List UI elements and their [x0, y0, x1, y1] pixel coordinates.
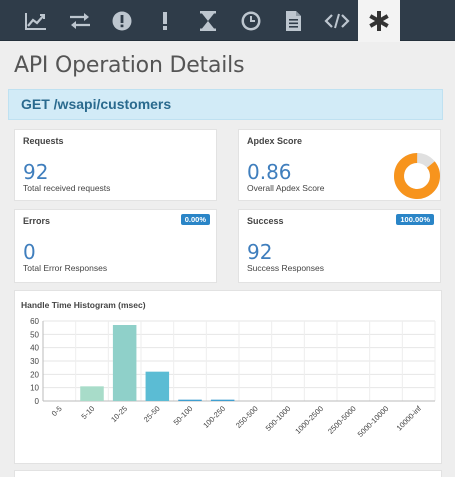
clock-icon [241, 11, 261, 30]
x-tick-label: 25-50 [142, 404, 162, 424]
y-tick-label: 30 [30, 357, 39, 366]
toolbar-document-button[interactable] [272, 0, 314, 41]
toolbar-errors-button[interactable] [101, 0, 143, 41]
toolbar-code-button[interactable] [316, 0, 358, 41]
success-card: Success 100.00% 92 Success Responses [238, 209, 441, 283]
y-tick-label: 50 [30, 330, 39, 339]
code-icon [324, 13, 350, 28]
toolbar-history-button[interactable] [230, 0, 272, 41]
x-tick-label: 100-250 [201, 404, 227, 430]
x-tick-label: 10-25 [109, 404, 129, 424]
x-tick-label: 2500-5000 [326, 404, 358, 436]
toolbar-exchange-button[interactable] [59, 0, 101, 41]
histogram-title: Handle Time Histogram (msec) [21, 300, 146, 310]
y-tick-label: 20 [30, 370, 39, 379]
x-tick-label: 5-10 [79, 404, 96, 421]
next-panel-edge [14, 470, 442, 477]
apdex-value: 0.86 [247, 160, 292, 184]
line-chart-icon [25, 12, 46, 30]
requests-title: Requests [23, 136, 64, 146]
document-icon [286, 10, 301, 31]
x-tick-label: 50-100 [172, 404, 195, 427]
apdex-title: Apdex Score [247, 136, 303, 146]
histogram-bar [80, 386, 104, 401]
apdex-subtitle: Overall Apdex Score [247, 183, 325, 193]
y-tick-label: 10 [30, 384, 39, 393]
x-tick-label: 500-1000 [264, 404, 293, 433]
apdex-ring-score [394, 153, 440, 199]
exclamation-icon [163, 11, 167, 30]
x-tick-label: 5000-10000 [356, 404, 391, 439]
errors-badge: 0.00% [180, 214, 210, 225]
toolbar-timing-button[interactable] [187, 0, 229, 41]
apdex-donut [394, 153, 440, 199]
errors-title: Errors [23, 216, 51, 226]
y-tick-label: 60 [30, 317, 39, 326]
requests-card: Requests 92 Total received requests [14, 129, 217, 201]
histogram-bar [178, 399, 202, 401]
hourglass-icon [200, 10, 216, 31]
requests-value: 92 [23, 160, 49, 184]
toolbar-details-button[interactable] [358, 0, 400, 42]
success-value: 92 [247, 240, 273, 264]
handle-time-histogram: Handle Time Histogram (msec) 0 10 20 30 40 50… [14, 290, 442, 464]
endpoint-label: GET /wsapi/customers [21, 96, 172, 112]
exchange-icon [70, 12, 90, 29]
success-badge: 100.00% [396, 214, 434, 225]
histogram-bar [145, 371, 170, 401]
x-tick-label: 250-500 [234, 404, 260, 430]
toolbar-charts-button[interactable] [15, 0, 57, 41]
asterisk-icon [369, 11, 389, 31]
errors-subtitle: Total Error Responses [23, 263, 108, 273]
x-tick-label: 1000-2500 [293, 404, 325, 436]
top-toolbar [0, 0, 455, 42]
y-tick-label: 40 [30, 344, 39, 353]
errors-card: Errors 0.00% 0 Total Error Responses [14, 209, 217, 283]
histogram-chart: 0 10 20 30 40 50 60 0-5 5-10 10-25 25-50 50-100 100-… [30, 317, 436, 439]
page-title: API Operation Details [14, 53, 245, 78]
apdex-card: Apdex Score 0.86 Overall Apdex Score [238, 129, 441, 201]
histogram-bar [210, 399, 235, 401]
x-tick-label: 0-5 [50, 404, 64, 418]
toolbar-warnings-button[interactable] [144, 0, 186, 41]
success-title: Success [247, 216, 284, 226]
endpoint-banner: GET /wsapi/customers [8, 89, 443, 120]
y-tick-label: 0 [35, 397, 40, 406]
histogram-bar [112, 325, 137, 401]
success-subtitle: Success Responses [247, 263, 325, 273]
x-tick-label: 10000-inf [395, 403, 424, 432]
alert-circle-icon [112, 11, 132, 30]
requests-subtitle: Total received requests [23, 183, 111, 193]
errors-value: 0 [23, 240, 36, 264]
